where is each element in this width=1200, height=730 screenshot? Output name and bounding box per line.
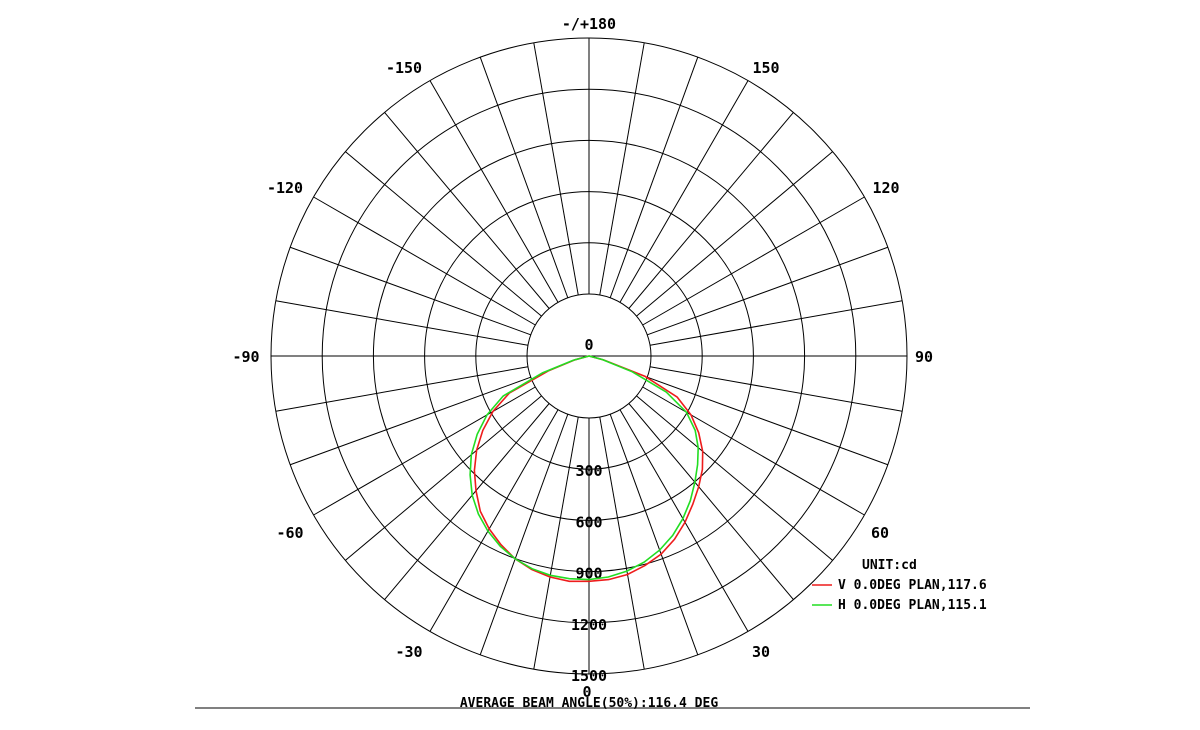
grid-spoke: [636, 151, 833, 317]
grid-spoke: [636, 395, 833, 561]
polar-grid: [270, 37, 908, 675]
grid-spoke: [609, 57, 699, 298]
grid-spoke: [599, 42, 645, 296]
radial-tick-label: 0: [582, 683, 591, 701]
angle-label: 150: [752, 59, 779, 77]
grid-spoke: [275, 300, 529, 346]
grid-spoke: [384, 112, 550, 309]
grid-spoke: [479, 414, 569, 655]
angle-label: 120: [872, 179, 899, 197]
angle-label: 90: [915, 348, 933, 366]
angle-label: -30: [395, 643, 422, 661]
grid-spoke: [384, 403, 550, 600]
legend-label-v: V 0.0DEG PLAN,117.6: [838, 578, 987, 593]
legend: UNIT:cd V 0.0DEG PLAN,117.6 H 0.0DEG PLA…: [812, 558, 987, 613]
grid-spoke: [619, 80, 749, 303]
footer-beam-angle: AVERAGE BEAM ANGLE(50%):116.4 DEG: [460, 696, 718, 711]
angle-label: -/+180: [562, 15, 616, 33]
angle-label: 30: [752, 643, 770, 661]
angle-label: 0: [584, 336, 593, 354]
angle-label: 60: [871, 524, 889, 542]
grid-spoke: [649, 300, 903, 346]
angle-labels: 0 30 60 90 120 150 -/+180 -150 -120 -90 -60 -30: [232, 15, 933, 661]
radial-tick-label: 600: [575, 513, 602, 531]
grid-spoke: [290, 376, 531, 466]
series-curves: [469, 355, 704, 583]
unit-label: UNIT:cd: [862, 558, 917, 573]
grid-spoke: [647, 376, 888, 466]
legend-label-h: H 0.0DEG PLAN,115.1: [838, 598, 987, 613]
grid-spoke: [642, 386, 865, 516]
grid-spoke: [290, 246, 531, 336]
angle-label: -120: [267, 179, 303, 197]
grid-spoke: [533, 416, 579, 670]
angle-label: -150: [386, 59, 422, 77]
angle-label: -60: [276, 524, 303, 542]
grid-spoke: [479, 57, 569, 298]
grid-spoke: [628, 403, 794, 600]
grid-spoke: [313, 196, 536, 326]
grid-spoke: [429, 409, 559, 632]
grid-spoke: [642, 196, 865, 326]
grid-spoke: [345, 395, 542, 561]
grid-spoke: [533, 42, 579, 296]
grid-spoke: [599, 416, 645, 670]
grid-spoke: [275, 366, 529, 412]
radial-tick-label: 300: [575, 462, 602, 480]
grid-spoke: [628, 112, 794, 309]
radial-tick-label: 1500: [571, 667, 607, 685]
grid-spoke: [647, 246, 888, 336]
grid-spoke: [609, 414, 699, 655]
grid-spoke: [649, 366, 903, 412]
grid-spoke: [429, 80, 559, 303]
angle-label: -90: [232, 348, 259, 366]
grid-spoke: [313, 386, 536, 516]
radial-tick-label: 1200: [571, 616, 607, 634]
grid-spoke: [345, 151, 542, 317]
series-h: [469, 355, 700, 581]
grid-spoke: [619, 409, 749, 632]
